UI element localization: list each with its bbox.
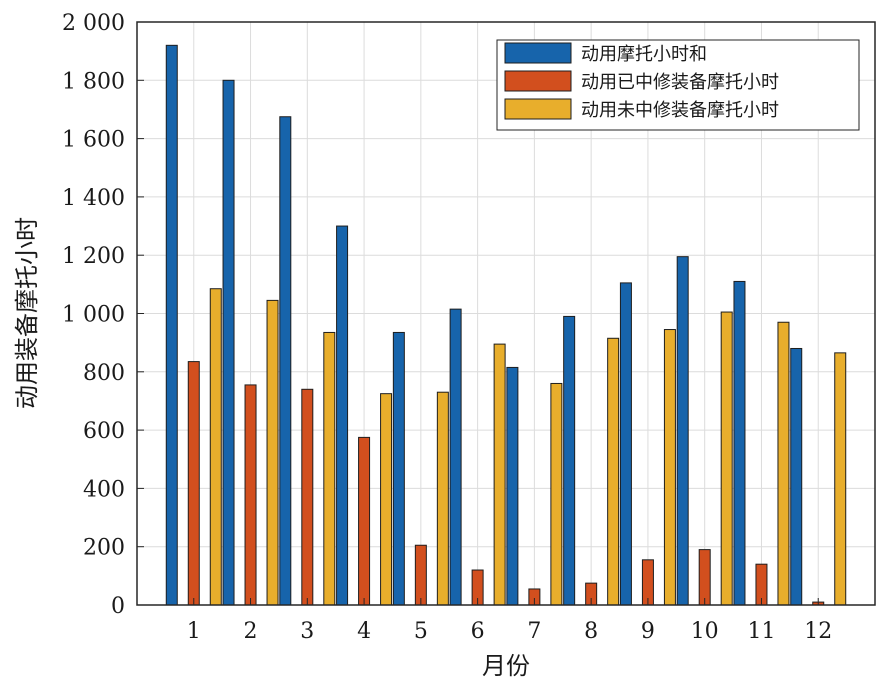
bar-series-1: [392, 331, 405, 606]
x-tick-label: 11: [747, 619, 775, 644]
bar-series-1: [733, 280, 746, 606]
x-tick-label: 1: [187, 619, 201, 644]
x-tick-label: 8: [584, 619, 598, 644]
legend-swatch: [504, 42, 572, 64]
x-axis-ticks: 1 2 3 4 5 6 7 8 9 10 11 12: [187, 598, 832, 644]
y-tick-label: 600: [83, 419, 125, 444]
x-tick-label: 2: [244, 619, 258, 644]
y-tick-label: 1 400: [62, 186, 125, 211]
y-tick-label: 0: [111, 594, 125, 619]
bar-series-3: [380, 393, 393, 606]
y-tick-label: 1 600: [62, 128, 125, 153]
y-tick-label: 800: [83, 361, 125, 386]
bar-series-2: [698, 549, 711, 606]
bar-series-3: [834, 352, 847, 606]
bar-series-3: [436, 391, 449, 606]
bar-series-3: [720, 311, 733, 606]
y-tick-label: 200: [83, 536, 125, 561]
bar-series-1: [449, 308, 462, 606]
bar-series-3: [493, 343, 506, 606]
bar-series-3: [777, 321, 790, 606]
bar-series-3: [550, 382, 563, 606]
bar-series-1: [222, 79, 235, 606]
y-tick-label: 2 000: [62, 11, 125, 36]
y-tick-label: 1 000: [62, 303, 125, 328]
bar-series-1: [165, 44, 178, 606]
bar-series-2: [187, 361, 200, 606]
x-tick-label: 6: [471, 619, 485, 644]
bar-series-1: [336, 225, 349, 606]
bar-series-1: [790, 347, 803, 606]
bar-series-2: [244, 384, 257, 606]
y-axis-label: 动用装备摩托小时: [13, 217, 41, 409]
x-tick-label: 9: [641, 619, 655, 644]
x-tick-label: 12: [804, 619, 832, 644]
legend-label: 动用已中修装备摩托小时: [581, 72, 779, 93]
x-tick-label: 5: [414, 619, 428, 644]
bar-series-3: [323, 331, 336, 606]
legend-swatch: [504, 98, 572, 120]
bar-series-1: [676, 256, 689, 606]
x-axis-label: 月份: [482, 652, 530, 680]
bar-series-3: [266, 299, 279, 606]
bar-series-3: [663, 329, 676, 606]
bar-series-1: [279, 116, 292, 606]
legend-label: 动用摩托小时和: [581, 44, 707, 65]
bar-series-2: [301, 388, 314, 606]
x-tick-label: 10: [691, 619, 719, 644]
y-tick-label: 1 800: [62, 69, 125, 94]
bar-series-2: [414, 544, 427, 606]
bar-series-3: [607, 337, 620, 606]
legend-label: 动用未中修装备摩托小时: [581, 100, 779, 121]
x-tick-label: 3: [300, 619, 314, 644]
y-axis-ticks: 0 200 400 600 800 1 000 1 200 1 400 1 600 1 800 2 …: [62, 11, 144, 619]
y-tick-label: 400: [83, 477, 125, 502]
y-tick-label: 1 200: [62, 244, 125, 269]
legend-swatch: [504, 70, 572, 92]
x-tick-label: 4: [357, 619, 371, 644]
x-tick-label: 7: [527, 619, 541, 644]
bar-series-3: [209, 288, 222, 606]
bar-series-1: [506, 366, 519, 606]
bar-series-2: [358, 436, 371, 606]
bar-series-1: [619, 282, 632, 606]
bar-series-1: [563, 315, 576, 606]
